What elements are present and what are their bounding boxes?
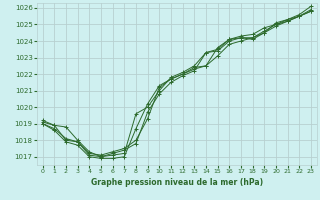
X-axis label: Graphe pression niveau de la mer (hPa): Graphe pression niveau de la mer (hPa) [91, 178, 263, 187]
